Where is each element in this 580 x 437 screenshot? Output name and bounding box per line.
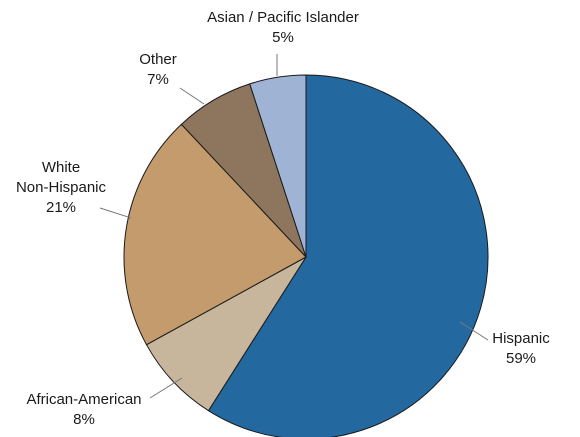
pie-slice-2 [123, 123, 307, 346]
slice-pct-label-0: 59% [506, 350, 536, 367]
leader-line-2 [99, 207, 132, 219]
leader-line-0 [459, 321, 489, 341]
slice-category-label-2: Non-Hispanic [16, 179, 107, 196]
pie-slice-1 [145, 256, 307, 412]
leader-line-1 [149, 377, 183, 399]
pie-slice-0 [207, 74, 489, 437]
slice-category-label-2: White [42, 159, 80, 176]
slice-category-label-1: African-American [26, 391, 141, 408]
slice-labels: Hispanic 59% African-American 8% White Non-Hi… [16, 9, 550, 428]
slice-pct-label-4: 5% [272, 29, 294, 46]
pie-slices [123, 74, 489, 437]
leader-line-3 [179, 87, 205, 105]
slice-category-label-0: Hispanic [492, 330, 550, 347]
slice-pct-label-2: 21% [46, 199, 76, 216]
slice-pct-label-1: 8% [73, 411, 95, 428]
leader-lines [99, 54, 489, 399]
slice-category-label-4: Asian / Pacific Islander [207, 9, 359, 26]
slice-pct-label-3: 7% [147, 71, 169, 88]
pie-slice-4 [249, 74, 307, 258]
slice-category-label-3: Other [139, 51, 177, 68]
